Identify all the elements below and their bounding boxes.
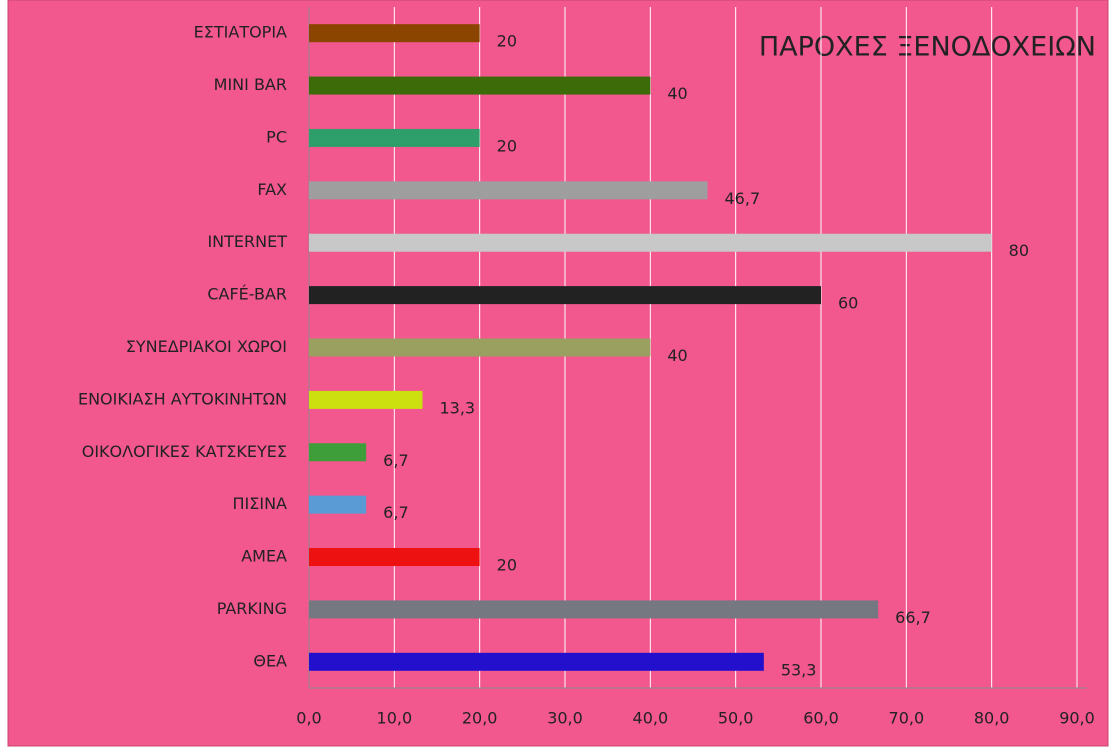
x-tick-label: 0,0 [296,709,321,728]
data-label: 80 [1009,241,1029,260]
y-tick-label: ΠΙΣΙΝΑ [233,494,288,513]
y-tick-label: ΟΙΚΟΛΟΓΙΚΕΣ ΚΑΤΣΚΕΥΕΣ [82,442,287,461]
y-tick-label: ΑΜΕΑ [241,547,287,566]
bar [309,495,367,514]
bar [309,76,651,95]
x-tick-label: 50,0 [718,709,754,728]
bar [309,24,480,43]
x-tick-label: 20,0 [462,709,498,728]
data-label: 46,7 [725,189,761,208]
chart-title: ΠΑΡΟΧΕΣ ΞΕΝΟΔΟΧΕΙΩΝ [759,32,1096,63]
x-tick-label: 70,0 [889,709,925,728]
x-tick-label: 90,0 [1059,709,1095,728]
bar [309,181,708,200]
data-label: 53,3 [781,660,817,679]
y-tick-label: PARKING [217,599,287,618]
data-label: 20 [497,556,517,575]
data-label: 6,7 [383,503,408,522]
chart-background [7,0,1109,747]
x-tick-label: 30,0 [547,709,583,728]
y-tick-label: ΕΣΤΙΑΤΟΡΙΑ [194,23,287,42]
y-tick-label: FAX [257,180,287,199]
data-label: 13,3 [439,398,475,417]
bar [309,390,423,409]
bar [309,652,764,671]
data-label: 66,7 [895,608,931,627]
bar [309,233,992,252]
bar [309,600,879,619]
x-tick-label: 40,0 [633,709,669,728]
bar [309,128,480,147]
data-label: 60 [838,294,858,313]
x-tick-label: 80,0 [974,709,1010,728]
data-label: 20 [497,32,517,51]
bar [309,286,821,305]
bar [309,548,480,567]
y-tick-label: ΕΝΟΙΚΙΑΣΗ ΑΥΤΟΚΙΝΗΤΩΝ [78,389,287,408]
data-label: 40 [667,346,687,365]
x-tick-label: 60,0 [803,709,839,728]
data-label: 6,7 [383,451,408,470]
y-tick-label: CAFÉ-BAR [207,285,287,304]
y-tick-label: INTERNET [207,232,287,251]
y-tick-label: MINI BAR [214,75,287,94]
y-tick-label: ΘΕΑ [253,651,287,670]
x-tick-label: 10,0 [377,709,413,728]
data-label: 20 [497,136,517,155]
data-label: 40 [667,84,687,103]
y-tick-label: ΣΥΝΕΔΡΙΑΚΟΙ ΧΩΡΟΙ [126,337,287,356]
bar [309,443,367,462]
bar [309,338,651,357]
y-tick-label: PC [266,127,287,146]
